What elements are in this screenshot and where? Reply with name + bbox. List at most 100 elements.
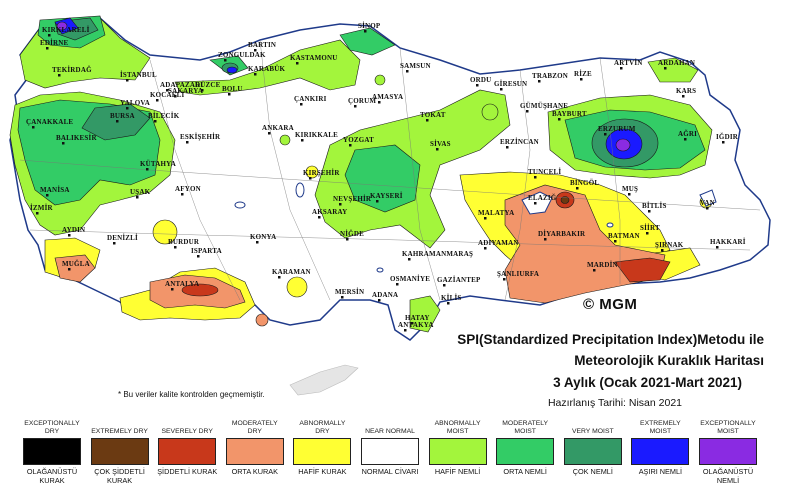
- city-label: ISPARTA: [191, 247, 222, 255]
- city-marker: [154, 120, 157, 123]
- legend-item: SEVERELY DRY ŞİDDETLİ KURAK: [157, 418, 217, 477]
- city-label: EDİRNE: [40, 39, 69, 47]
- city-label: UŞAK: [130, 188, 151, 196]
- city-marker: [426, 119, 429, 122]
- legend-item: EXCEPTIONALLY DRY OLAĞANÜSTÜ KURAK: [22, 418, 82, 485]
- city-marker: [318, 216, 321, 219]
- city-marker: [171, 288, 174, 291]
- city-marker: [682, 95, 685, 98]
- city-label: OSMANİYE: [390, 275, 430, 283]
- map-period: 3 Aylık (Ocak 2021-Mart 2021): [553, 375, 742, 390]
- city-marker: [484, 247, 487, 250]
- city-label: GAZİANTEP: [437, 276, 481, 284]
- city-label: DİYARBAKIR: [538, 230, 586, 238]
- city-label: ANKARA: [262, 124, 294, 132]
- quality-note: * Bu veriler kalite kontrolden geçmemişt…: [118, 390, 265, 399]
- city-marker: [346, 238, 349, 241]
- city-label: KIRKLARELİ: [42, 26, 90, 34]
- city-marker: [58, 74, 61, 77]
- city-label: HAKKARİ: [710, 238, 746, 246]
- legend-label-en: MODERATELY DRY: [231, 420, 278, 435]
- legend-label-tr: ÇOK ŞİDDETLİ KURAK: [94, 467, 145, 485]
- city-marker: [408, 258, 411, 261]
- city-label: ZONGULDAK: [218, 51, 266, 59]
- legend-label-tr: HAFİF NEMLİ: [434, 467, 481, 476]
- city-marker: [136, 196, 139, 199]
- city-marker: [614, 240, 617, 243]
- city-marker: [126, 107, 129, 110]
- legend-label-tr: AŞIRI NEMLİ: [638, 467, 683, 476]
- cyprus-island: [289, 364, 359, 396]
- city-marker: [684, 138, 687, 141]
- city-label: ŞIRNAK: [655, 241, 684, 249]
- city-marker: [406, 70, 409, 73]
- city-marker: [254, 49, 257, 52]
- city-marker: [278, 276, 281, 279]
- legend-swatch: [293, 438, 352, 465]
- city-marker: [604, 133, 607, 136]
- city-label: MARDİN: [587, 261, 618, 269]
- city-label: BİNGÖL: [570, 179, 599, 187]
- city-marker: [341, 296, 344, 299]
- city-label: VAN: [700, 199, 715, 207]
- city-marker: [648, 210, 651, 213]
- city-marker: [503, 278, 506, 281]
- legend-swatch: [90, 438, 149, 465]
- city-label: YALOVA: [120, 99, 150, 107]
- legend-swatch: [699, 438, 757, 465]
- legend-swatch: [631, 438, 690, 465]
- city-label: İZMİR: [30, 204, 54, 212]
- legend-label-tr: OLAĞANÜSTÜ KURAK: [26, 467, 78, 485]
- city-marker: [224, 59, 227, 62]
- city-marker: [68, 234, 71, 237]
- legend-label-tr: ORTA KURAK: [231, 467, 278, 476]
- city-marker: [46, 47, 49, 50]
- city-marker: [628, 193, 631, 196]
- city-label: ORDU: [470, 76, 491, 84]
- legend-label-en: EXTREMELY MOIST: [640, 420, 681, 435]
- legend-label-tr: ORTA NEMLİ: [503, 467, 547, 476]
- legend-item: EXCEPTIONALLY MOIST OLAĞANÜSTÜ NEMLİ: [698, 418, 758, 485]
- legend-label-en: SEVERELY DRY: [161, 428, 213, 435]
- city-label: ÇANAKKALE: [26, 118, 73, 126]
- city-marker: [309, 177, 312, 180]
- mgm-logo: © MGM: [583, 296, 638, 313]
- legend-swatch: [361, 438, 419, 465]
- city-label: BURSA: [110, 112, 135, 120]
- legend-label-tr: NORMAL CİVARI: [361, 467, 419, 476]
- city-marker: [664, 67, 667, 70]
- city-marker: [156, 99, 159, 102]
- city-label: TEKİRDAĞ: [52, 66, 92, 74]
- city-label: MANİSA: [40, 186, 70, 194]
- city-marker: [126, 79, 129, 82]
- city-label: ÇANKIRI: [294, 95, 327, 103]
- city-label: MUŞ: [622, 185, 638, 193]
- city-marker: [534, 176, 537, 179]
- city-label: AYDIN: [62, 226, 85, 234]
- city-label: KÜTAHYA: [140, 160, 176, 168]
- city-marker: [113, 242, 116, 245]
- city-label: ADIYAMAN: [478, 239, 519, 247]
- city-label: KONYA: [250, 233, 276, 241]
- city-marker: [534, 202, 537, 205]
- legend-label-en: ABNORMALLY DRY: [299, 420, 346, 435]
- legend-item: VERY MOIST ÇOK NEMLİ: [563, 418, 623, 477]
- city-marker: [116, 120, 119, 123]
- city-label: GİRESUN: [494, 80, 527, 88]
- city-marker: [378, 299, 381, 302]
- legend-item: EXTREMELY DRY ÇOK ŞİDDETLİ KURAK: [90, 418, 150, 485]
- city-marker: [661, 249, 664, 252]
- city-marker: [174, 95, 177, 98]
- city-marker: [580, 78, 583, 81]
- city-label: SİİRT: [640, 224, 660, 232]
- city-marker: [32, 126, 35, 129]
- city-label: TUNCELİ: [528, 168, 561, 176]
- city-marker: [376, 200, 379, 203]
- legend-label-en: VERY MOIST: [571, 428, 614, 435]
- legend-swatch: [158, 438, 217, 465]
- legend-item: ABNORMALLY DRY HAFİF KURAK: [292, 418, 352, 477]
- extremely-dry-zones: [560, 196, 570, 204]
- city-marker: [620, 67, 623, 70]
- city-labels: KIRKLARELİEDİRNETEKİRDAĞİSTANBULKOCAELİS…: [26, 22, 746, 332]
- city-marker: [506, 146, 509, 149]
